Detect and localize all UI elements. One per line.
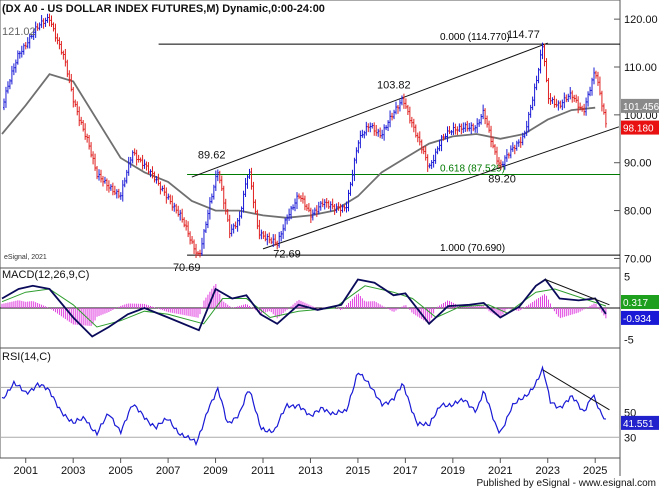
rsi-line <box>1 365 606 447</box>
macd-y-tick-label: -5 <box>624 335 634 347</box>
x-tick-label: 2001 <box>13 465 37 477</box>
x-tick-label: 2023 <box>536 465 560 477</box>
macd-line <box>1 278 607 338</box>
rsi-y-tick-label: 30 <box>624 432 636 444</box>
price-badge-bg <box>621 120 659 135</box>
x-tick-label: 2017 <box>393 465 417 477</box>
rsi-divergence-line <box>542 369 610 411</box>
price-y-tick-label: 90.00 <box>624 158 652 170</box>
rsi-badge-bg <box>621 415 659 430</box>
price-annotation: 89.20 <box>488 174 516 186</box>
macd-badge: -0.934 <box>623 314 652 325</box>
chart-title: (DX A0 - US DOLLAR INDEX FUTURES,M) Dyna… <box>2 3 325 15</box>
price-annotation: 114.77 <box>507 29 540 41</box>
price-badge-bg <box>621 98 659 113</box>
watermark: eSignal, 2021 <box>4 254 47 261</box>
price-annotation: 72.69 <box>273 249 301 261</box>
macd-pane: 5 -5 0.317 -0.934 <box>0 271 659 347</box>
price-badge: 101.456 <box>623 102 660 113</box>
macd-badge-bg <box>621 310 659 325</box>
rsi-title: RSI(14,C) <box>2 351 51 363</box>
fib-0-label: 0.000 (114.770) <box>440 32 510 43</box>
x-tick-label: 2015 <box>346 465 370 477</box>
x-tick-label: 2021 <box>488 465 512 477</box>
chart-overlay-text: 121.02 <box>2 26 36 38</box>
x-tick-label: 2009 <box>203 465 227 477</box>
price-annotation: 70.69 <box>173 262 201 274</box>
price-y-tick-label: 110.00 <box>624 62 657 74</box>
macd-y-tick-label: 5 <box>624 271 630 283</box>
fib-618-label: 0.618 (87.529) <box>440 164 505 175</box>
x-tick-label: 2013 <box>298 465 322 477</box>
x-tick-label: 2003 <box>61 465 85 477</box>
rsi-pane-frame <box>0 347 621 459</box>
channel-line <box>191 42 548 178</box>
price-annotation: 103.82 <box>377 80 411 92</box>
x-tick-label: 2011 <box>251 465 275 477</box>
macd-badge-bg <box>621 294 659 309</box>
macd-badge: 0.317 <box>623 298 648 309</box>
price-y-tick-label: 80.00 <box>624 206 652 218</box>
price-y-tick-label: 70.00 <box>624 253 652 265</box>
publisher-footer: Published by eSignal - www.esignal.com <box>476 478 656 489</box>
x-tick-label: 2019 <box>441 465 465 477</box>
rsi-badge: 41.551 <box>623 419 654 430</box>
moving-average-line <box>1 73 596 219</box>
price-badge: 98.180 <box>623 124 654 135</box>
price-y-tick-label: 120.00 <box>624 14 658 26</box>
x-tick-label: 2005 <box>108 465 132 477</box>
x-tick-label: 2007 <box>156 465 180 477</box>
channel-line <box>262 126 620 250</box>
fib-1-label: 1.000 (70.690) <box>440 243 505 254</box>
macd-divergence-line <box>545 279 610 306</box>
x-axis: 2001 2003 2005 2007 2009 2011 2013 2015 2017 2019… <box>13 458 607 477</box>
price-annotation: 89.62 <box>198 150 226 162</box>
x-tick-label: 2025 <box>583 465 607 477</box>
macd-title: MACD(12,26,9,C) <box>2 269 89 281</box>
